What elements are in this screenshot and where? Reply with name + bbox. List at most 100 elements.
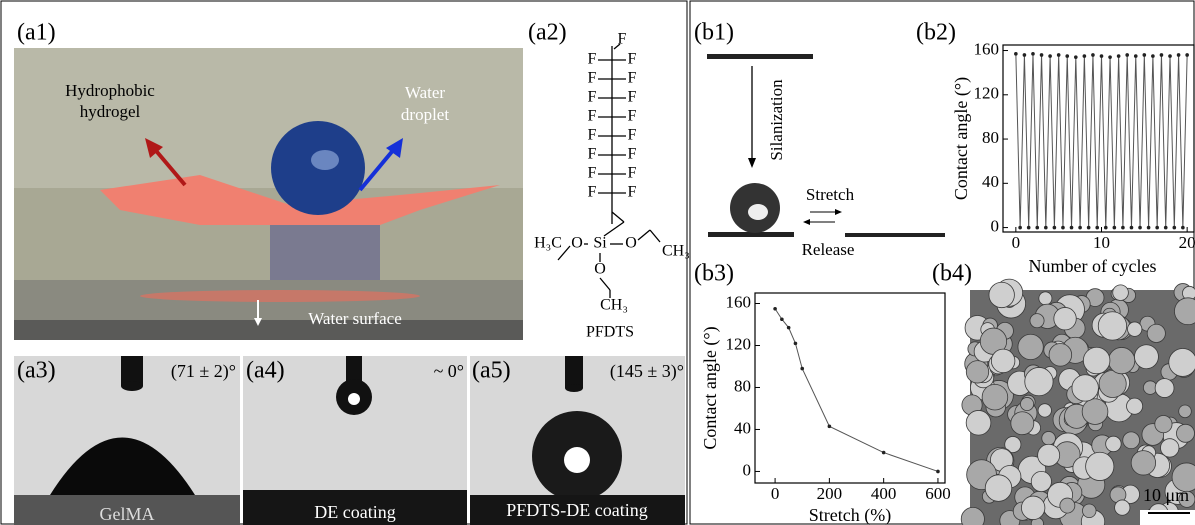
atom-label: PFDTS bbox=[586, 324, 634, 341]
y-tick-label: 80 bbox=[734, 376, 751, 395]
x-axis-label: Number of cycles bbox=[1029, 256, 1157, 276]
atom-label: F bbox=[628, 51, 637, 68]
panel-label: (b1) bbox=[694, 20, 734, 46]
data-point bbox=[1070, 226, 1074, 230]
caption: GelMA bbox=[100, 504, 155, 524]
atom-label: O bbox=[594, 261, 606, 278]
data-point bbox=[1053, 226, 1057, 230]
sphere bbox=[1108, 347, 1134, 373]
y-axis-label: Contact angle (°) bbox=[951, 77, 972, 200]
sphere bbox=[1155, 416, 1172, 433]
data-point bbox=[1078, 226, 1082, 230]
caption: DE coating bbox=[314, 502, 395, 522]
x-tick-label: 10 bbox=[1093, 233, 1110, 252]
data-point bbox=[1117, 54, 1121, 58]
atom-label: F bbox=[588, 165, 597, 182]
sphere bbox=[1060, 498, 1075, 513]
scale-label: 10 μm bbox=[1143, 485, 1189, 505]
sphere bbox=[1039, 292, 1052, 305]
x-tick-label: 0 bbox=[771, 484, 780, 503]
data-point bbox=[1091, 53, 1095, 57]
atom-label: F bbox=[588, 146, 597, 163]
atom-label: F bbox=[628, 108, 637, 125]
data-point bbox=[1151, 54, 1155, 58]
annotation: Water surface bbox=[308, 309, 401, 328]
data-point bbox=[1130, 226, 1134, 230]
sphere bbox=[1038, 444, 1060, 466]
sphere bbox=[1131, 451, 1155, 475]
atom-label: F bbox=[588, 127, 597, 144]
data-point bbox=[1185, 53, 1189, 57]
sphere bbox=[982, 384, 1008, 410]
data-point bbox=[800, 367, 804, 371]
x-axis-label: Stretch (%) bbox=[809, 505, 891, 525]
atom-label: F bbox=[588, 89, 597, 106]
sphere bbox=[1155, 379, 1174, 398]
y-tick-label: 120 bbox=[726, 334, 752, 353]
sphere bbox=[1072, 375, 1098, 401]
data-point bbox=[1048, 54, 1052, 58]
atom-label: F bbox=[628, 184, 637, 201]
atom-label: F bbox=[628, 165, 637, 182]
annotation: ~ 0° bbox=[434, 361, 464, 381]
sphere bbox=[1054, 307, 1076, 329]
caption: PFDTS-DE coating bbox=[506, 500, 648, 520]
atom-label: O bbox=[625, 235, 637, 252]
sphere bbox=[1082, 399, 1108, 425]
annotation: hydrogel bbox=[80, 102, 141, 121]
data-point bbox=[1134, 54, 1138, 58]
y-tick-label: 80 bbox=[982, 128, 999, 147]
atom-label: F bbox=[628, 70, 637, 87]
sphere bbox=[966, 361, 988, 383]
x-tick-label: 600 bbox=[925, 484, 951, 503]
y-tick-label: 160 bbox=[974, 39, 1000, 58]
y-tick-label: 0 bbox=[991, 216, 1000, 235]
data-point bbox=[936, 470, 940, 474]
data-point bbox=[1014, 52, 1018, 56]
data-point bbox=[1121, 226, 1125, 230]
data-point bbox=[1168, 54, 1172, 58]
sphere bbox=[1127, 398, 1143, 414]
atom-label: CH₃ bbox=[662, 243, 690, 260]
sphere bbox=[1099, 370, 1126, 397]
panel-label: (b2) bbox=[916, 20, 956, 46]
sphere bbox=[1123, 432, 1140, 449]
annotation: (145 ± 3)° bbox=[610, 361, 684, 382]
panel-label: (b4) bbox=[932, 261, 972, 287]
data-point bbox=[1027, 226, 1031, 230]
sphere bbox=[1049, 344, 1072, 367]
annotation: Hydrophobic bbox=[65, 81, 155, 100]
sphere bbox=[985, 475, 1012, 502]
y-tick-label: 160 bbox=[726, 292, 752, 311]
sphere bbox=[1169, 348, 1195, 376]
sphere bbox=[1179, 405, 1192, 418]
annotation: Water bbox=[405, 83, 445, 102]
sphere bbox=[1082, 504, 1096, 518]
data-point bbox=[1023, 53, 1027, 57]
sphere bbox=[1134, 345, 1158, 369]
data-point bbox=[1160, 53, 1164, 57]
panel-label: (a4) bbox=[246, 358, 285, 384]
data-point bbox=[1104, 226, 1108, 230]
data-point bbox=[1138, 226, 1142, 230]
panel-label: (a5) bbox=[472, 358, 511, 384]
sphere bbox=[1113, 285, 1129, 301]
data-point bbox=[1040, 53, 1044, 57]
data-point bbox=[828, 425, 832, 429]
data-point bbox=[1125, 53, 1129, 57]
atom-label: F bbox=[588, 184, 597, 201]
data-point bbox=[1057, 53, 1061, 57]
data-point bbox=[1031, 52, 1035, 56]
sphere bbox=[1086, 452, 1114, 480]
y-tick-label: 40 bbox=[982, 172, 999, 191]
sphere bbox=[1176, 424, 1194, 442]
sphere bbox=[1106, 436, 1121, 451]
data-point bbox=[1061, 226, 1065, 230]
data-point bbox=[1143, 53, 1147, 57]
atom-label: F bbox=[628, 146, 637, 163]
panel-label: (a1) bbox=[17, 20, 56, 46]
sphere bbox=[1042, 431, 1056, 445]
sphere bbox=[1018, 334, 1043, 359]
atom-label: F bbox=[588, 70, 597, 87]
data-point bbox=[1108, 55, 1112, 59]
